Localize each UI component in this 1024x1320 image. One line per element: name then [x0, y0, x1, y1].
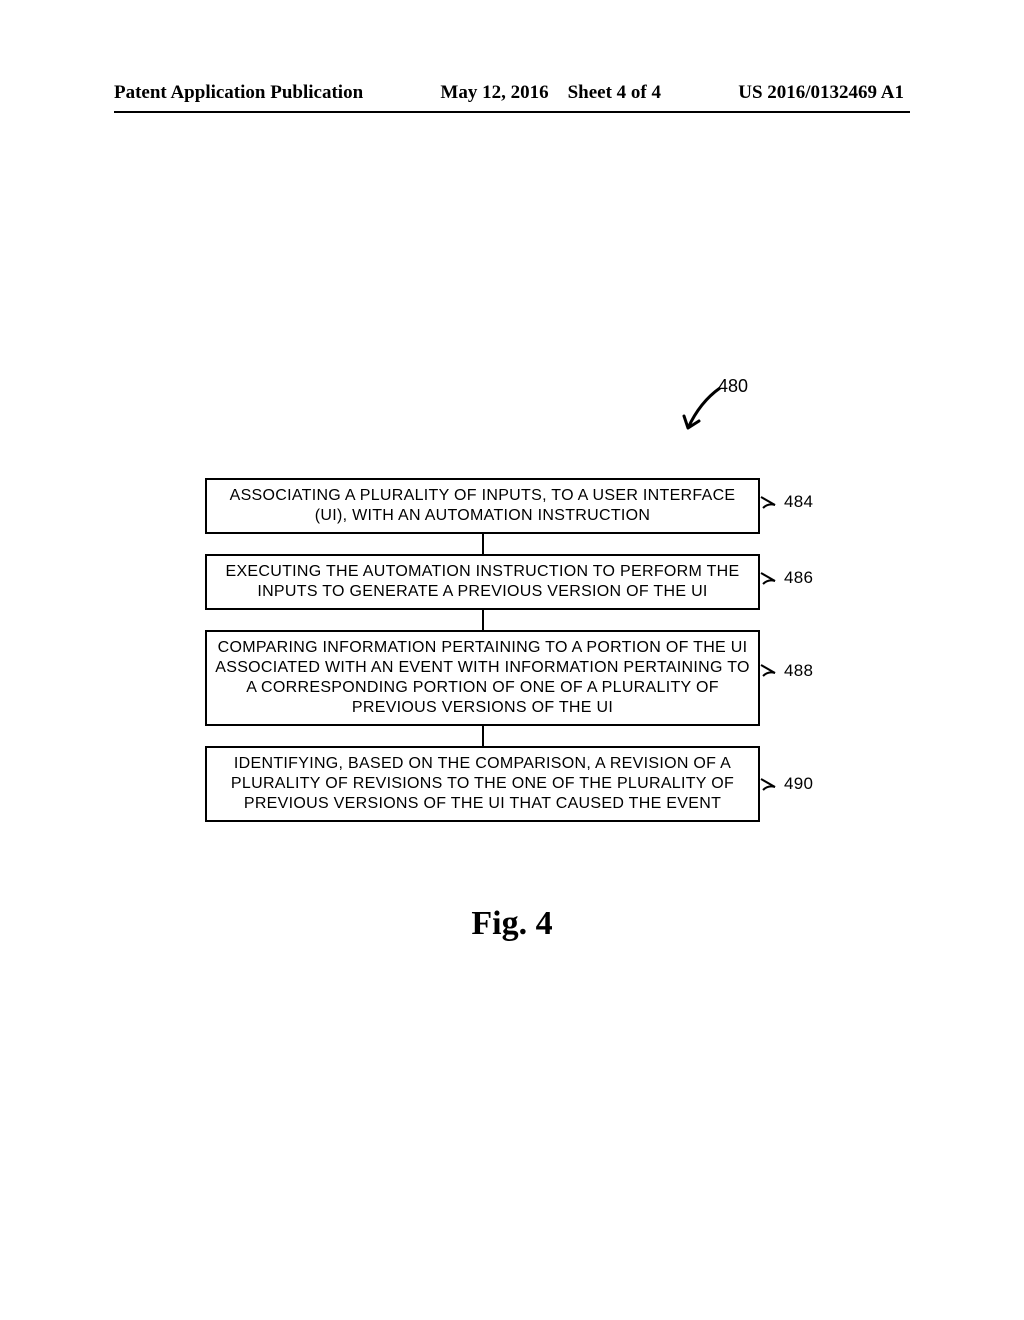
header-date: May 12, 2016 — [440, 82, 548, 103]
figure-reference-arrow: 480 — [680, 384, 730, 439]
flow-step-text: ASSOCIATING A PLURALITY OF INPUTS, TO A … — [215, 486, 750, 526]
header-pub-number: US 2016/0132469 A1 — [738, 82, 904, 104]
reference-number: 484 — [784, 491, 813, 512]
caption-suffix: . 4 — [519, 905, 553, 942]
figure-caption: Fig. 4 — [0, 905, 1024, 943]
caption-prefix: Fi — [471, 905, 501, 942]
flow-connector — [482, 534, 484, 554]
reference-callout-488: 488 — [760, 660, 813, 681]
header-date-sheet: May 12, 2016 Sheet 4 of 4 — [440, 82, 661, 104]
flow-step-488: COMPARING INFORMATION PERTAINING TO A PO… — [205, 630, 760, 726]
flow-step-486: EXECUTING THE AUTOMATION INSTRUCTION TO … — [205, 554, 760, 610]
flow-step-text: EXECUTING THE AUTOMATION INSTRUCTION TO … — [215, 562, 750, 602]
caption-underlined: g — [502, 905, 519, 942]
header-sheet: Sheet 4 of 4 — [568, 82, 661, 103]
reference-callout-486: 486 — [760, 567, 813, 588]
reference-callout-484: 484 — [760, 491, 813, 512]
flow-connector — [482, 726, 484, 746]
flow-step-text: COMPARING INFORMATION PERTAINING TO A PO… — [215, 638, 750, 718]
header-publication: Patent Application Publication — [114, 82, 363, 104]
flow-step-text: IDENTIFYING, BASED ON THE COMPARISON, A … — [215, 754, 750, 814]
reference-number: 490 — [784, 773, 813, 794]
flow-step-490: IDENTIFYING, BASED ON THE COMPARISON, A … — [205, 746, 760, 822]
flowchart: ASSOCIATING A PLURALITY OF INPUTS, TO A … — [205, 478, 760, 822]
reference-number: 488 — [784, 660, 813, 681]
reference-number: 486 — [784, 567, 813, 588]
reference-callout-490: 490 — [760, 773, 813, 794]
page: Patent Application Publication May 12, 2… — [0, 0, 1024, 1320]
flow-step-484: ASSOCIATING A PLURALITY OF INPUTS, TO A … — [205, 478, 760, 534]
header-rule — [114, 111, 910, 113]
figure-reference-label: 480 — [718, 376, 748, 397]
flow-connector — [482, 610, 484, 630]
patent-header: Patent Application Publication May 12, 2… — [114, 82, 904, 104]
